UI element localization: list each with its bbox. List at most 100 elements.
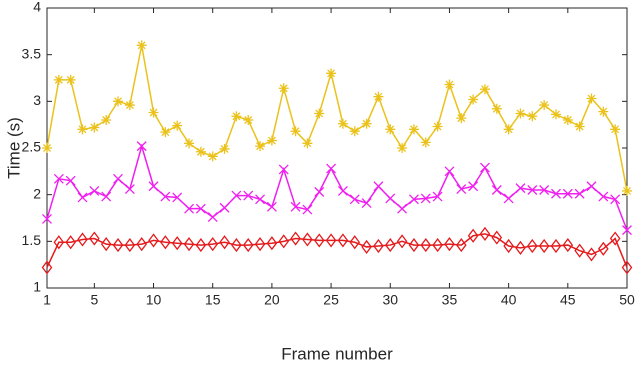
data-point [148,233,159,248]
data-point [373,238,384,254]
data-point [397,203,408,214]
data-point [160,127,171,138]
data-point [408,237,420,253]
data-point [515,183,526,194]
data-point [349,194,360,205]
data-point [396,234,408,249]
x-tick-label: 10 [146,292,162,308]
y-tick-label: 2.5 [22,139,42,155]
x-tick-label: 40 [501,292,517,308]
data-point [503,238,514,254]
data-point [574,188,585,199]
data-point [314,186,325,197]
data-point [503,193,514,204]
data-point [444,166,455,177]
data-point [444,237,455,252]
data-point [112,237,124,253]
data-point [598,106,609,117]
data-point [361,118,372,129]
data-point [361,198,372,209]
data-point [491,185,502,195]
data-point [255,194,266,205]
data-point [290,231,301,246]
data-point [326,68,337,79]
data-point [479,226,491,241]
data-point [243,190,254,201]
data-point [337,185,348,196]
data-point [266,135,277,146]
data-point [77,192,88,203]
data-point [622,185,632,196]
data-point [171,236,183,251]
data-point [609,231,621,246]
data-point [231,237,242,253]
data-point [515,108,526,119]
data-point [53,235,65,250]
y-tick-label: 1 [33,279,41,295]
x-axis-title: Frame number [281,344,393,363]
data-point [101,191,112,202]
x-tick-label: 25 [323,292,339,308]
data-point [207,151,218,162]
data-point [290,201,301,212]
data-point [42,143,52,153]
data-point [124,184,135,195]
data-point [621,260,633,275]
data-point [491,230,503,245]
data-point [562,237,574,253]
data-point [408,124,419,135]
data-point [598,191,609,202]
data-point [184,203,195,214]
data-point [337,118,348,129]
data-point [136,141,147,152]
data-point [231,190,242,201]
data-point [278,83,289,94]
data-point [53,74,64,85]
y-tick-label: 2 [33,185,41,201]
data-point [302,138,313,149]
data-point [77,232,88,247]
data-point [113,173,123,184]
data-point [266,236,278,251]
series-line [46,233,628,268]
data-point [219,143,230,154]
data-point [195,146,206,157]
series-line [46,45,628,192]
data-point [373,181,384,192]
data-point [302,232,313,247]
data-point [397,143,408,153]
data-point [184,138,195,149]
data-point [41,260,53,275]
data-point [325,233,337,248]
data-point [527,185,538,195]
data-point [479,84,490,95]
data-point [65,175,76,186]
data-point [42,213,52,224]
y-axis-title: Time (s) [4,117,23,179]
data-point [408,194,419,205]
data-point [148,107,159,118]
data-point [385,193,396,204]
data-point [231,111,242,122]
data-point [574,243,585,258]
data-point [420,237,432,253]
data-point [468,94,479,105]
data-point [337,233,349,248]
data-point [420,193,431,204]
data-point [455,237,467,253]
data-point [290,126,301,137]
data-point [526,238,538,254]
data-point [586,181,597,192]
data-point [207,237,219,252]
x-tick-label: 5 [90,292,98,308]
data-point [313,233,325,248]
data-point [195,237,207,253]
data-point [384,237,396,253]
data-point [172,120,183,131]
y-tick-label: 4 [33,0,41,15]
data-point [219,202,230,213]
data-point [136,237,148,252]
data-point [562,115,573,125]
data-point [574,121,585,132]
x-tick-label: 30 [382,292,398,308]
